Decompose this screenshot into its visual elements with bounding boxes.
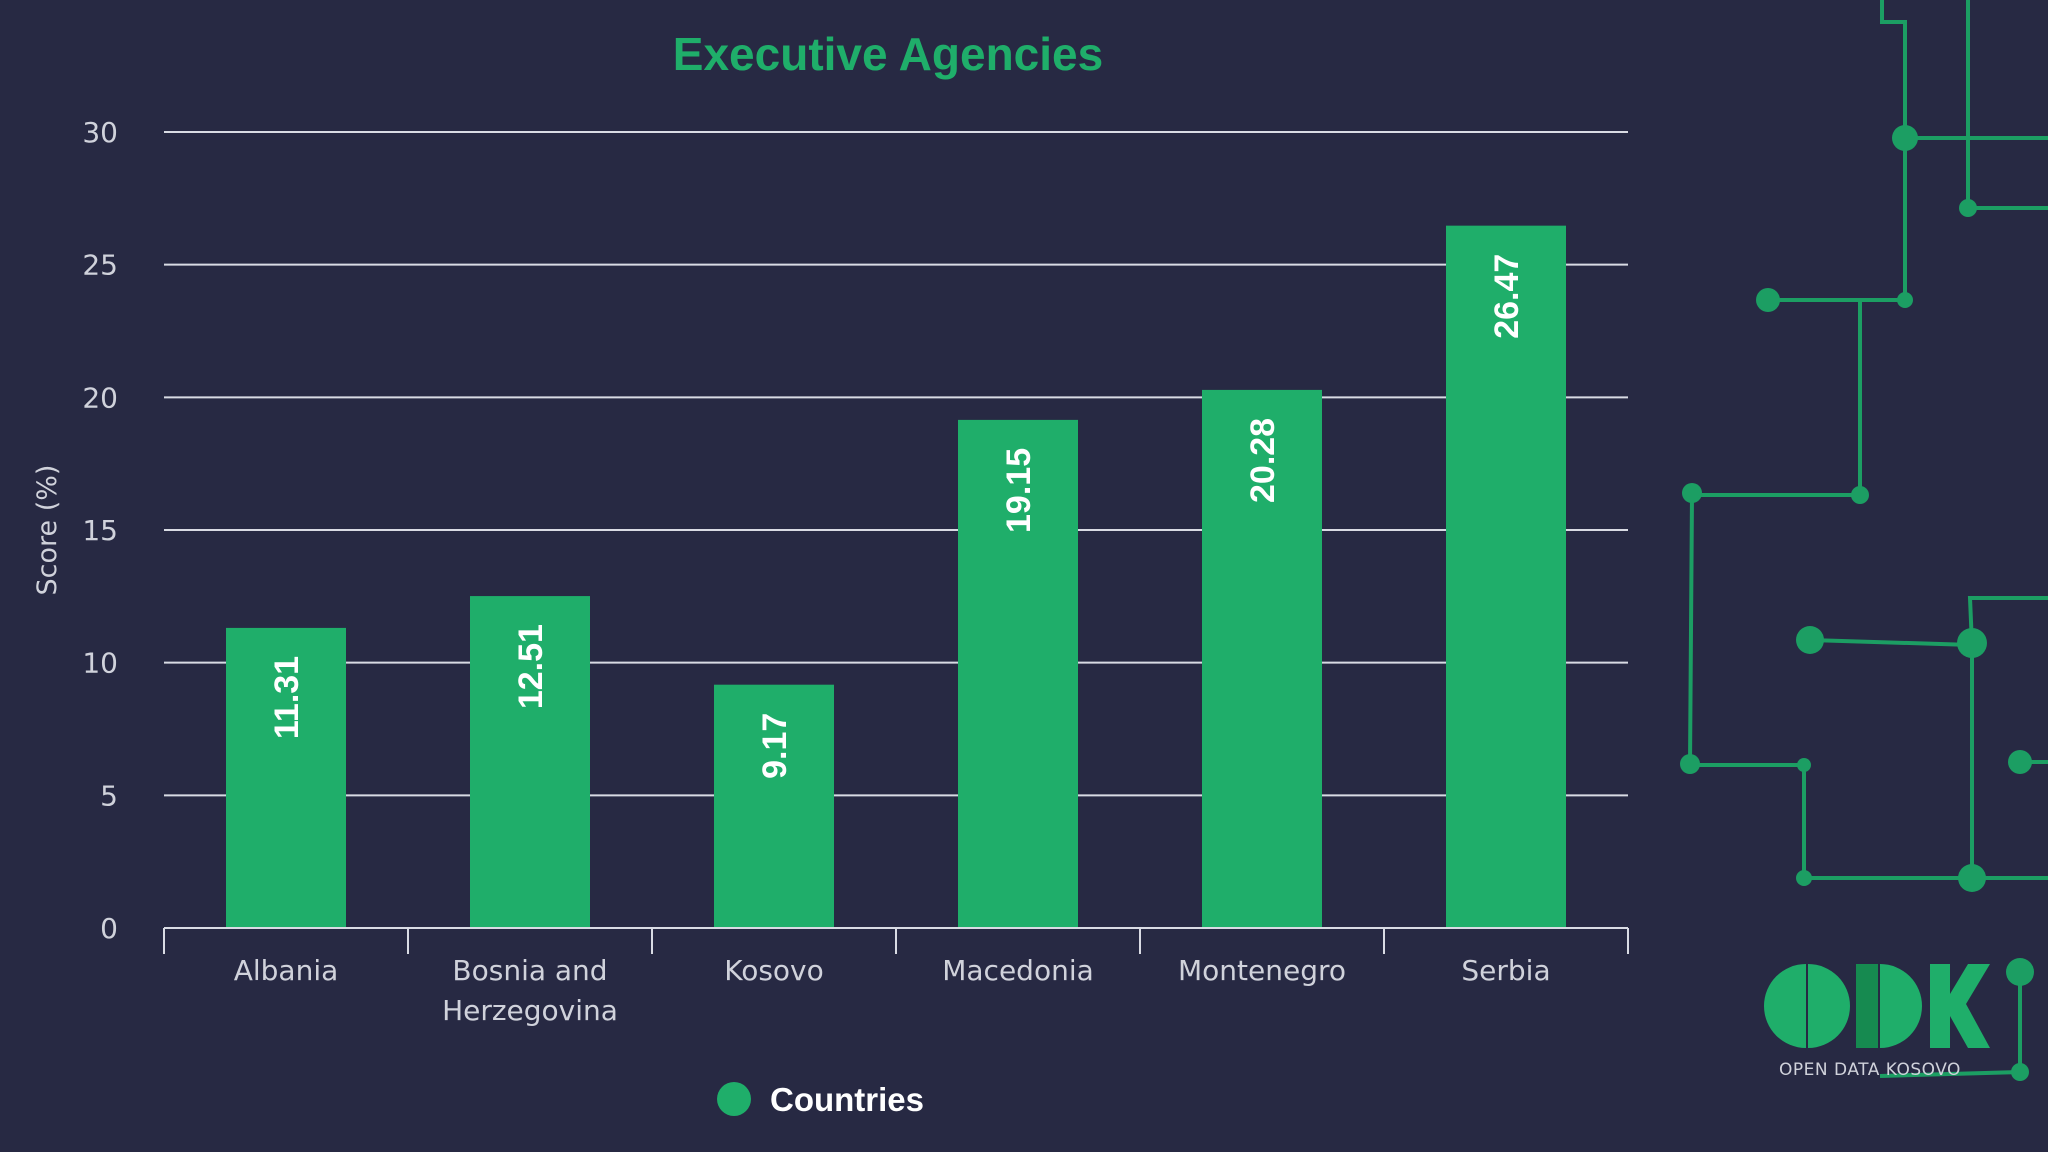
legend-label: Countries	[770, 1081, 924, 1118]
bar	[1446, 225, 1566, 929]
y-tick-label: 15	[82, 514, 118, 547]
logo-caption: OPEN DATA KOSOVO	[1779, 1060, 1961, 1080]
y-axis-ticks: 0 5 10 15 20 25 30	[82, 116, 118, 945]
x-tick-label: Montenegro	[1178, 954, 1346, 987]
x-tick-label: Macedonia	[942, 954, 1094, 987]
gridlines	[164, 131, 1628, 797]
chart-title: Executive Agencies	[673, 28, 1103, 80]
x-tick-label: Serbia	[1461, 954, 1550, 987]
logo-letter-d-stem-icon	[1856, 964, 1878, 1048]
y-tick-label: 5	[100, 779, 118, 812]
bar	[958, 419, 1078, 928]
bar-value-label: 20.28	[1244, 418, 1282, 503]
y-tick-label: 10	[82, 647, 118, 680]
y-tick-label: 20	[82, 381, 118, 414]
bar-value-label: 26.47	[1488, 254, 1526, 339]
bar-value-label: 9.17	[756, 713, 794, 779]
logo-letter-k-icon	[1930, 964, 1990, 1048]
bar-value-label: 12.51	[512, 624, 550, 709]
open-data-kosovo-logo: OPEN DATA KOSOVO	[1764, 964, 1990, 1080]
circuit-decoration	[1680, 0, 2048, 1081]
x-tick-label: Kosovo	[724, 954, 824, 987]
x-tick-label: Albania	[234, 954, 339, 987]
legend: Countries	[717, 1081, 924, 1118]
logo-letter-o-icon-right	[1808, 964, 1850, 1048]
logo-letter-o-icon	[1764, 964, 1806, 1048]
bars	[226, 225, 1566, 929]
x-axis	[163, 927, 1629, 954]
y-tick-label: 30	[82, 116, 118, 149]
y-tick-label: 0	[100, 912, 118, 945]
bar-value-label: 19.15	[1000, 448, 1038, 533]
bar	[714, 684, 834, 928]
x-axis-ticks: Albania Bosnia and Herzegovina Kosovo Macedo…	[234, 954, 1551, 1027]
x-tick-label: Bosnia and Herzegovina	[442, 954, 618, 1027]
logo-letter-d-bowl-icon	[1880, 964, 1922, 1048]
bar-value-label: 11.31	[268, 656, 306, 739]
bar	[1202, 389, 1322, 928]
bar	[226, 627, 346, 928]
bar	[470, 596, 590, 928]
value-labels: 11.31 12.51 9.17 19.15 20.28 26.47	[268, 254, 1526, 779]
y-tick-label: 25	[82, 249, 118, 282]
legend-marker-icon	[717, 1082, 751, 1116]
y-axis-label: Score (%)	[32, 465, 63, 596]
